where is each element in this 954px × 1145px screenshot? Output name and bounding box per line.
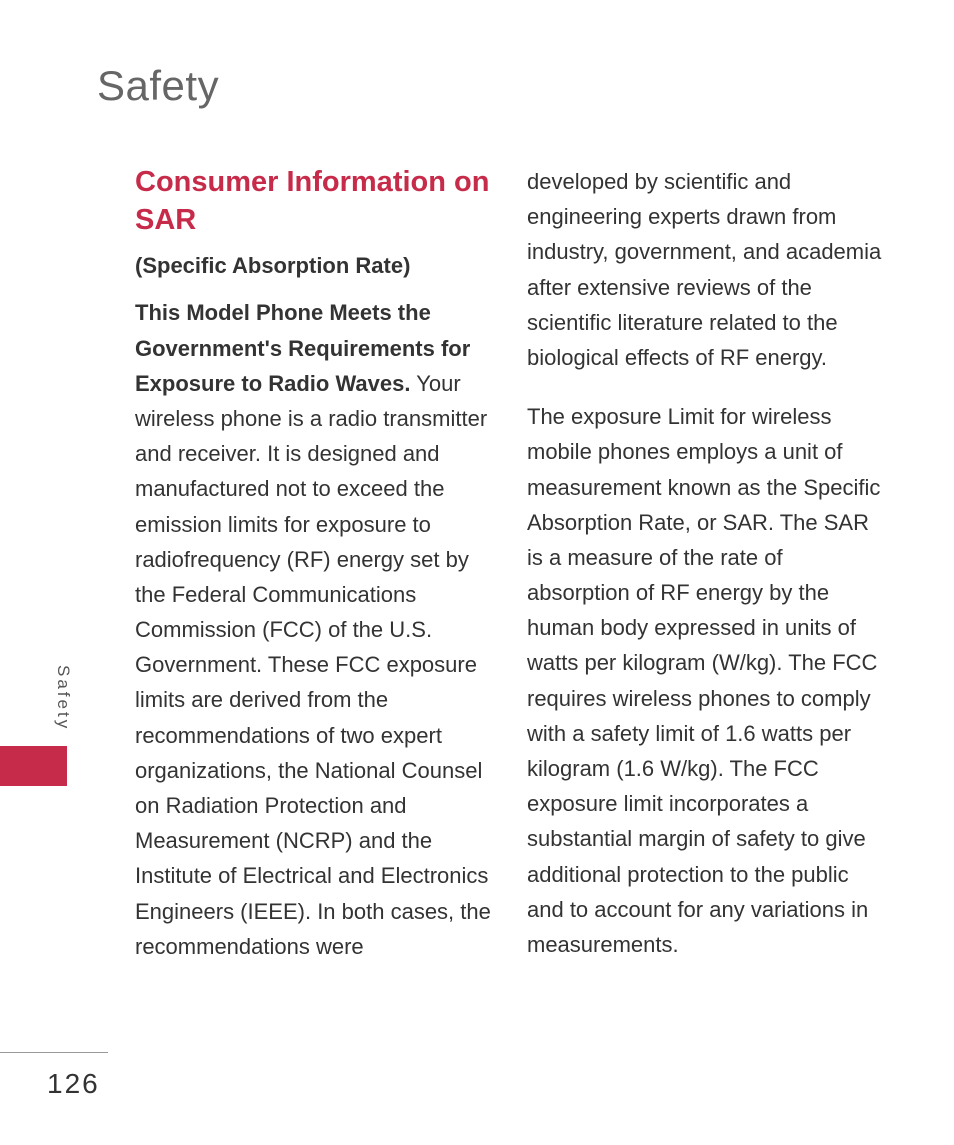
content-area: Consumer Information on SAR (Specific Ab… [135,164,887,988]
page-number: 126 [47,1068,100,1100]
paragraph-1: This Model Phone Meets the Government's … [135,295,495,964]
right-column: developed by scientific and engineering … [527,164,887,988]
left-column: Consumer Information on SAR (Specific Ab… [135,164,495,988]
section-subtitle: (Specific Absorption Rate) [135,253,495,279]
sidebar-tab-label: Safety [42,658,84,738]
sidebar-marker [0,746,67,786]
paragraph-3: The exposure Limit for wireless mobile p… [527,399,887,962]
paragraph-1-rest: Your wireless phone is a radio transmitt… [135,371,491,959]
footer-line [0,1052,108,1053]
paragraph-2: developed by scientific and engineering … [527,164,887,375]
page-title: Safety [97,62,219,110]
section-heading: Consumer Information on SAR [135,164,495,239]
